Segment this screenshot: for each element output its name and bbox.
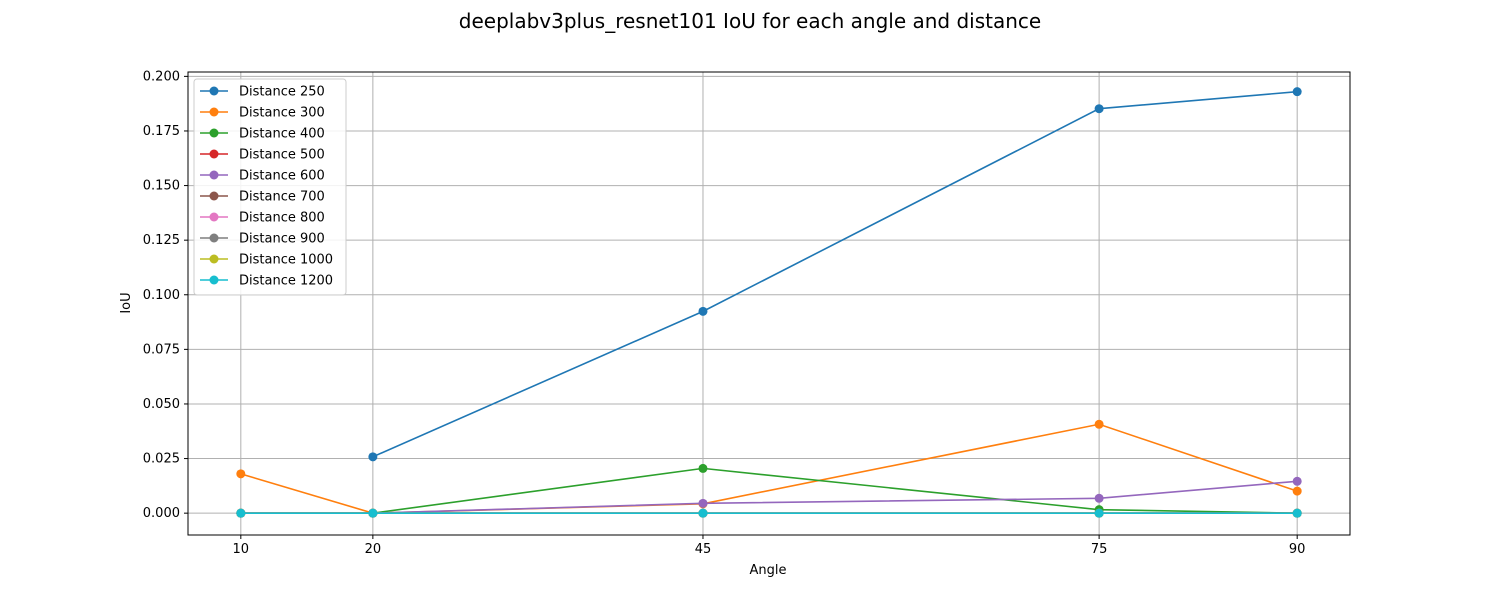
legend-marker [209,149,219,159]
y-tick-label: 0.075 [143,342,180,357]
data-point [1094,104,1104,114]
series-10 [236,508,1302,518]
plot-area-frame [187,71,1351,536]
legend: Distance 250 Distance 300 Distance 400 Dist… [193,78,347,296]
legend-label: Distance 500 [239,148,325,163]
legend-label: Distance 900 [239,232,325,247]
data-point [698,508,708,518]
legend-item: Distance 800 [200,211,325,226]
legend-label: Distance 600 [239,169,325,184]
y-tick-label: 0.050 [143,397,180,412]
legend-label: Distance 250 [239,85,325,100]
legend-marker [209,86,219,96]
legend-label: Distance 400 [239,127,325,142]
x-tick-label: 45 [695,542,712,557]
legend-label: Distance 700 [239,190,325,205]
x-axis-label: Angle [750,563,787,578]
series-lines [236,87,1302,518]
data-point [1292,476,1302,486]
data-point [1292,508,1302,518]
legend-item: Distance 300 [200,106,325,121]
y-tick-label: 0.200 [143,69,180,84]
legend-label: Distance 800 [239,211,325,226]
data-point [698,463,708,473]
data-point [1292,87,1302,97]
y-tick-label: 0.150 [143,179,180,194]
legend-marker [209,170,219,180]
data-point [1094,493,1104,503]
y-tick-label: 0.175 [143,124,180,139]
grid-lines [188,72,1350,535]
y-axis-ticks: 0.000 0.025 0.050 0.075 0.100 0.125 0.150 0.175… [143,69,188,521]
legend-item: Distance 400 [200,127,325,142]
series-line [240,480,1298,514]
data-point [698,498,708,508]
legend-item: Distance 1200 [200,274,333,289]
data-point [1094,508,1104,518]
legend-label: Distance 1200 [239,274,333,289]
legend-marker [209,254,219,264]
y-axis-label: IoU [119,292,134,313]
legend-label: Distance 1000 [239,253,333,268]
legend-marker [209,107,219,117]
data-point [236,469,246,479]
legend-marker [209,191,219,201]
y-tick-label: 0.000 [143,506,180,521]
x-tick-label: 75 [1091,542,1108,557]
legend-item: Distance 1000 [200,253,333,268]
chart-title: deeplabv3plus_resnet101 IoU for each ang… [459,9,1041,33]
y-tick-label: 0.125 [143,233,180,248]
legend-marker [209,233,219,243]
legend-marker [209,275,219,285]
legend-item: Distance 500 [200,148,325,163]
data-point [368,452,378,462]
x-tick-label: 20 [365,542,382,557]
series-line [240,423,1298,514]
y-tick-label: 0.025 [143,452,180,467]
data-point [1292,486,1302,496]
legend-box [193,78,347,296]
x-axis-ticks: 10 20 45 75 90 [233,535,1306,557]
legend-label: Distance 300 [239,106,325,121]
x-tick-label: 90 [1289,542,1306,557]
legend-item: Distance 600 [200,169,325,184]
data-point [698,306,708,316]
data-point [1094,419,1104,429]
legend-item: Distance 250 [200,85,325,100]
series-1 [368,87,1302,462]
data-point [368,508,378,518]
x-tick-label: 10 [233,542,250,557]
legend-item: Distance 900 [200,232,325,247]
legend-item: Distance 700 [200,190,325,205]
y-tick-label: 0.100 [143,288,180,303]
data-point [236,508,246,518]
legend-marker [209,128,219,138]
series-5 [236,476,1302,518]
series-line [372,90,1298,458]
legend-marker [209,212,219,222]
